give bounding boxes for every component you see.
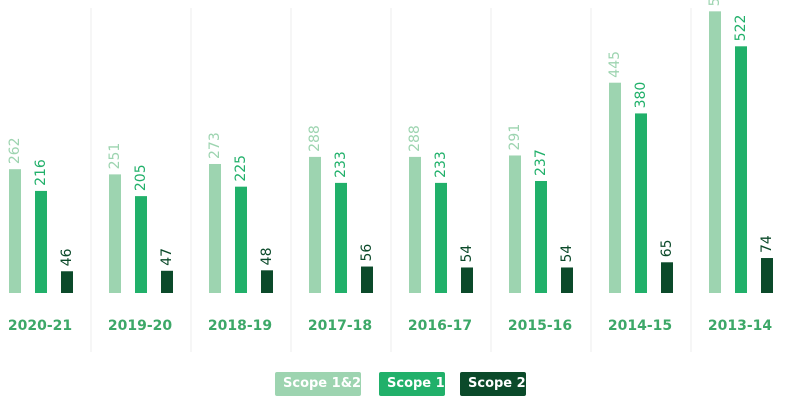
category-label-2018-19: 2018-19 (208, 318, 272, 334)
value-label-scope-2-2020-21: 46 (59, 248, 75, 266)
value-label-scope-1-2015-16: 237 (533, 149, 549, 176)
bar-scope-1-2018-19 (235, 186, 247, 293)
bar-scope-2-2017-18 (361, 266, 373, 293)
value-label-scope-1-2-2020-21: 262 (7, 137, 23, 164)
value-label-scope-1-2-2013-14: 596 (707, 0, 723, 6)
bar-scope-1-2-2014-15 (609, 82, 621, 293)
bar-scope-1-2-2016-17 (409, 156, 421, 293)
bar-scope-1-2-2015-16 (509, 155, 521, 293)
bar-scope-1-2-2018-19 (209, 163, 221, 293)
bar-scope-1-2-2017-18 (309, 156, 321, 293)
value-label-scope-1-2-2017-18: 288 (307, 125, 323, 152)
bar-scope-2-2018-19 (261, 270, 273, 293)
category-labels-group: 2020-21 2019-20 2018-19 2017-18 2016-17 2015-… (8, 318, 773, 334)
value-label-scope-1-2-2016-17: 288 (407, 125, 423, 152)
category-label-2016-17: 2016-17 (408, 318, 472, 334)
bar-scope-1-2-2019-20 (109, 174, 121, 293)
bar-scope-1-2020-21 (35, 190, 47, 293)
bars-group (9, 11, 773, 294)
bar-scope-2-2020-21 (61, 271, 73, 293)
bar-scope-2-2014-15 (661, 262, 673, 293)
bar-scope-1-2-2020-21 (9, 169, 21, 293)
category-label-2017-18: 2017-18 (308, 318, 372, 334)
value-label-scope-2-2015-16: 54 (559, 245, 575, 263)
value-label-scope-1-2-2015-16: 291 (507, 124, 523, 151)
value-label-scope-2-2016-17: 54 (459, 245, 475, 263)
value-label-scope-1-2016-17: 233 (433, 151, 449, 178)
category-label-2014-15: 2014-15 (608, 318, 672, 334)
value-label-scope-2-2018-19: 48 (259, 247, 275, 265)
bar-scope-2-2013-14 (761, 258, 773, 293)
category-label-2013-14: 2013-14 (708, 318, 773, 334)
bar-scope-2-2016-17 (461, 267, 473, 293)
legend-scope-1-2: Scope 1&2 (275, 372, 361, 396)
value-label-scope-1-2-2014-15: 445 (607, 51, 623, 78)
bar-scope-1-2015-16 (535, 180, 547, 293)
value-labels-group: 262 216 46 251 205 47 273 225 48 288 233 56 288 233 54… (7, 0, 775, 266)
category-label-2015-16: 2015-16 (508, 318, 572, 334)
legend-scope-2: Scope 2 (460, 372, 526, 396)
group-separators (90, 8, 692, 352)
value-label-scope-1-2020-21: 216 (33, 159, 49, 186)
bar-scope-1-2019-20 (135, 196, 147, 293)
value-label-scope-1-2-2019-20: 251 (107, 143, 123, 170)
bar-scope-1-2013-14 (735, 46, 747, 294)
bar-scope-1-2016-17 (435, 182, 447, 293)
bar-scope-1-2014-15 (635, 113, 647, 293)
value-label-scope-2-2017-18: 56 (359, 244, 375, 262)
value-label-scope-1-2018-19: 225 (233, 155, 249, 182)
bar-scope-1-2017-18 (335, 182, 347, 293)
legend-scope-1: Scope 1 (379, 372, 445, 396)
bar-scope-1-2-2013-14 (709, 11, 721, 293)
value-label-scope-2-2014-15: 65 (659, 239, 675, 257)
category-label-2020-21: 2020-21 (8, 318, 72, 334)
value-label-scope-1-2017-18: 233 (333, 151, 349, 178)
value-label-scope-2-2013-14: 74 (759, 235, 775, 253)
value-label-scope-1-2-2018-19: 273 (207, 132, 223, 159)
bar-scope-2-2019-20 (161, 270, 173, 293)
value-label-scope-2-2019-20: 47 (159, 248, 175, 266)
category-label-2019-20: 2019-20 (108, 318, 173, 334)
value-label-scope-1-2014-15: 380 (633, 82, 649, 109)
value-label-scope-1-2013-14: 522 (733, 15, 749, 42)
value-label-scope-1-2019-20: 205 (133, 164, 149, 191)
bar-scope-2-2015-16 (561, 267, 573, 293)
